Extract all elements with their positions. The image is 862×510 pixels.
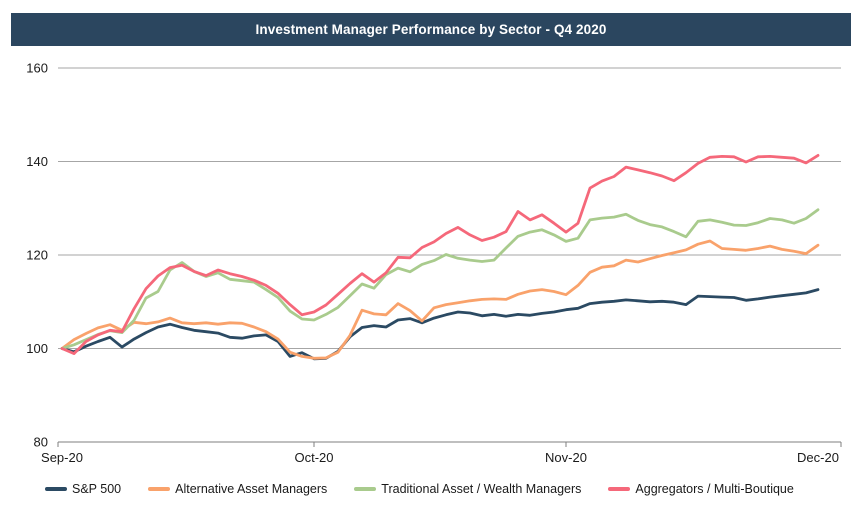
y-axis-label: 80 bbox=[34, 435, 48, 450]
series-line-traditional-asset-wealth-managers bbox=[60, 208, 820, 350]
series-line-s-p-500 bbox=[60, 288, 820, 361]
legend-item-traditional-asset-wealth-managers: Traditional Asset / Wealth Managers bbox=[354, 482, 581, 496]
x-axis-label: Dec-20 bbox=[797, 450, 839, 465]
legend-swatch-alternative-asset-managers bbox=[148, 487, 171, 491]
y-axis-label: 140 bbox=[26, 154, 48, 169]
series-line-aggregators-multi-boutique bbox=[60, 153, 820, 356]
chart-title: Investment Manager Performance by Sector… bbox=[255, 22, 607, 37]
x-axis-label: Sep-20 bbox=[41, 450, 83, 465]
y-axis-label: 100 bbox=[26, 341, 48, 356]
legend-swatch-traditional-asset-wealth-managers bbox=[354, 487, 377, 491]
legend-label-alternative-asset-managers: Alternative Asset Managers bbox=[175, 482, 328, 496]
legend-item-s-p-500: S&P 500 bbox=[45, 482, 121, 496]
chart-legend: S&P 500 Alternative Asset Managers Traditi… bbox=[45, 482, 852, 496]
x-axis-label: Nov-20 bbox=[545, 450, 587, 465]
legend-label-aggregators-multi-boutique: Aggregators / Multi-Boutique bbox=[635, 482, 794, 496]
legend-swatch-aggregators-multi-boutique bbox=[608, 487, 631, 491]
chart-title-bar: Investment Manager Performance by Sector… bbox=[11, 13, 851, 46]
legend-item-aggregators-multi-boutique: Aggregators / Multi-Boutique bbox=[608, 482, 794, 496]
legend-item-alternative-asset-managers: Alternative Asset Managers bbox=[148, 482, 327, 496]
legend-label-traditional-asset-wealth-managers: Traditional Asset / Wealth Managers bbox=[381, 482, 582, 496]
legend-label-s-p-500: S&P 500 bbox=[72, 482, 122, 496]
series-line-alternative-asset-managers bbox=[60, 239, 820, 360]
legend-swatch-s-p-500 bbox=[45, 487, 67, 491]
y-axis-label: 160 bbox=[26, 61, 48, 76]
x-axis-label: Oct-20 bbox=[294, 450, 333, 465]
y-axis-label: 120 bbox=[26, 248, 48, 263]
